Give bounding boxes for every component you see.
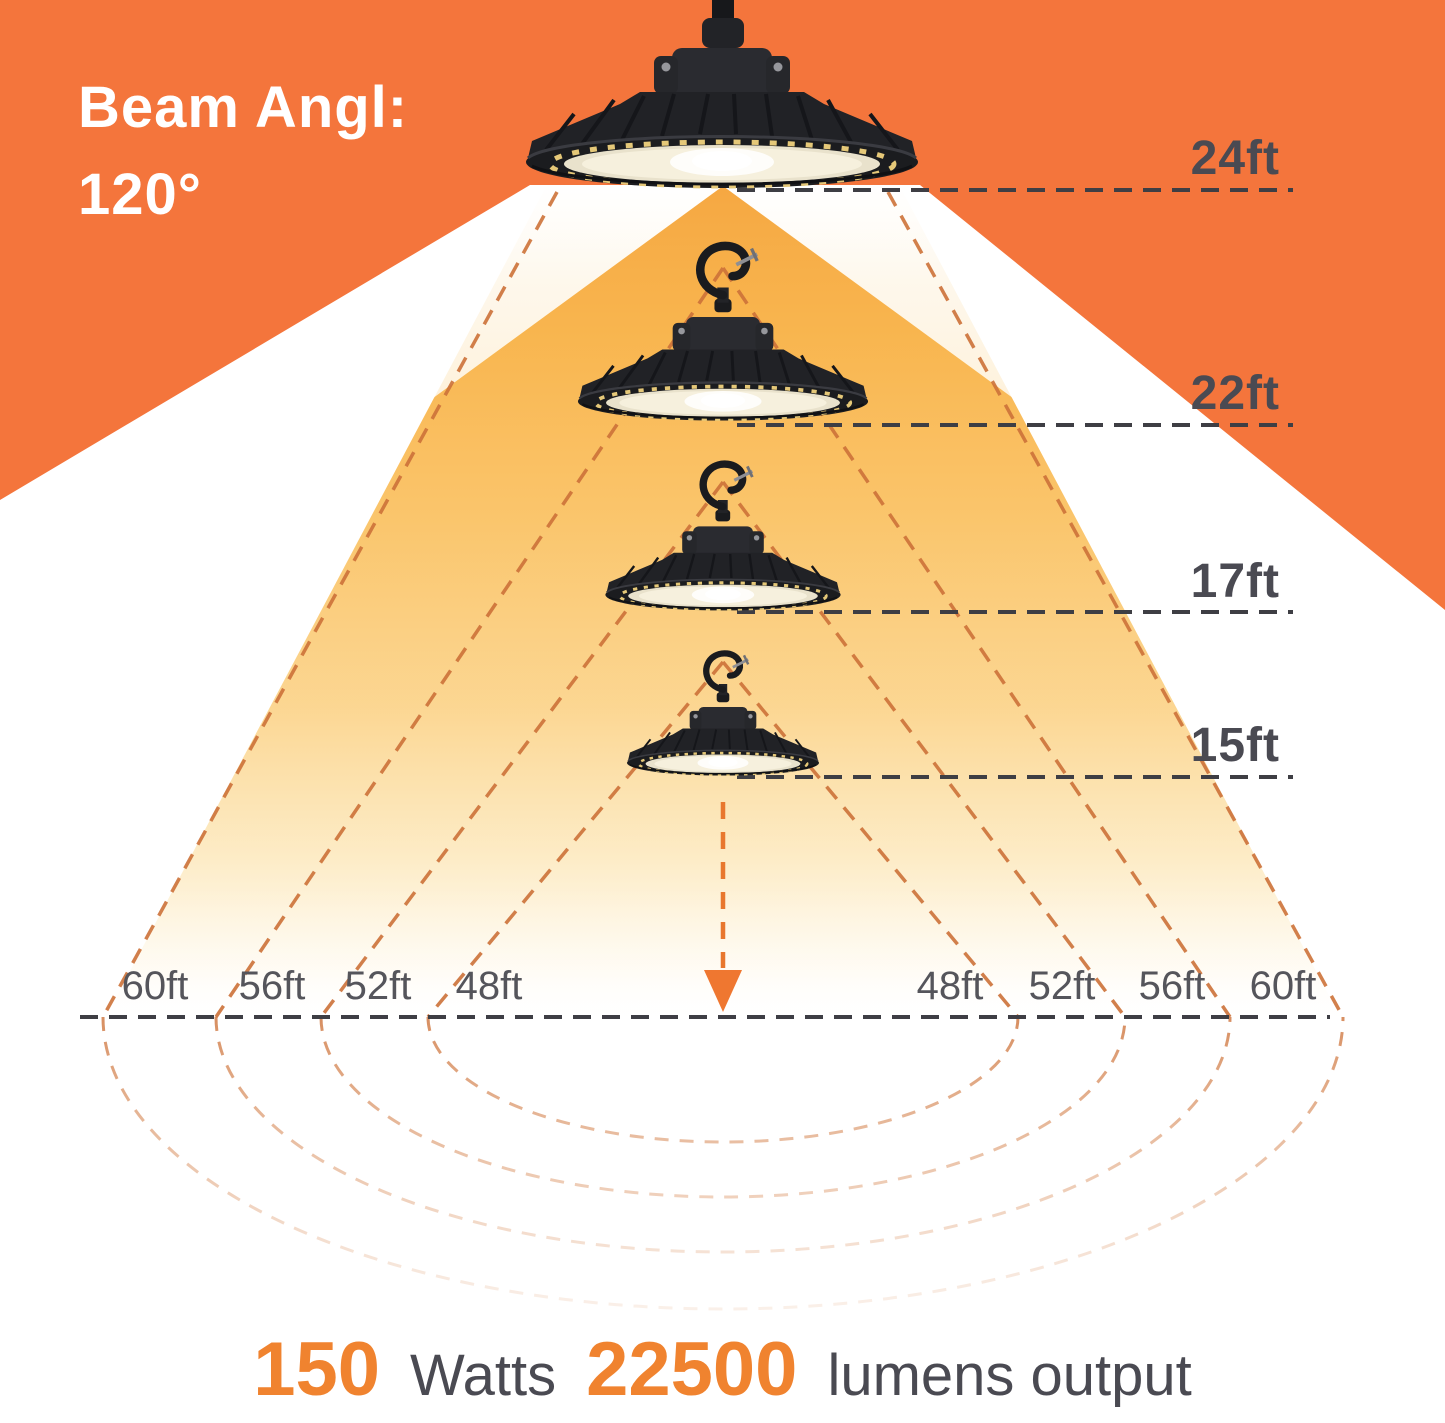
coverage-label-left-56ft: 56ft	[238, 964, 306, 1008]
coverage-arcs	[101, 1016, 1345, 1311]
lumens-unit: lumens output	[827, 1343, 1192, 1408]
height-label-22ft: 22ft	[1190, 367, 1280, 420]
coverage-label-right-48ft: 48ft	[916, 964, 984, 1008]
coverage-label-left-60ft: 60ft	[121, 964, 189, 1008]
watts-value: 150	[253, 1327, 381, 1412]
coverage-label-right-60ft: 60ft	[1249, 964, 1317, 1008]
height-level-lines	[737, 188, 1293, 779]
beam-direction-arrow-icon	[704, 802, 742, 1012]
beam-angle-title: Beam Angl: 120°	[78, 64, 638, 238]
orange-corners-shape	[0, 0, 1445, 610]
coverage-label-left-48ft: 48ft	[455, 964, 523, 1008]
lumens-value: 22500	[586, 1327, 798, 1412]
height-label-17ft: 17ft	[1190, 555, 1280, 608]
coverage-label-right-56ft: 56ft	[1138, 964, 1206, 1008]
beam-angle-title-line1: Beam Angl:	[78, 75, 409, 140]
watts-unit: Watts	[410, 1343, 557, 1408]
height-label-24ft: 24ft	[1190, 132, 1280, 185]
beam-angle-title-line2: 120°	[78, 162, 202, 227]
height-label-15ft: 15ft	[1190, 719, 1280, 772]
coverage-label-right-52ft: 52ft	[1028, 964, 1096, 1008]
spec-line: 150 Watts 22500 lumens output	[0, 1326, 1445, 1413]
power-cable	[702, 0, 744, 48]
coverage-label-left-52ft: 52ft	[344, 964, 412, 1008]
